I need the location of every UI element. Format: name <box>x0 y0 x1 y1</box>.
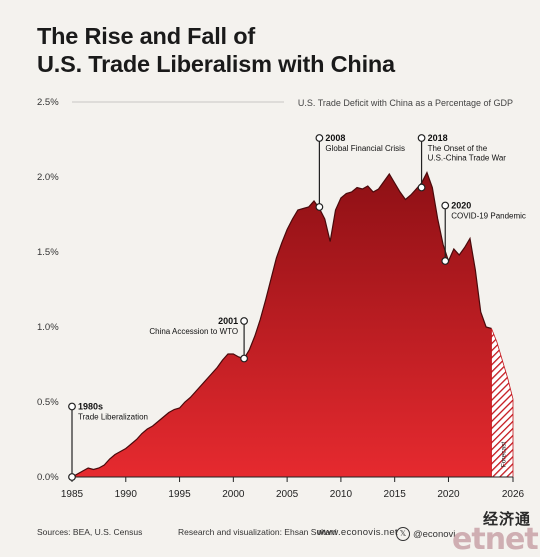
footer-sources: Sources: BEA, U.S. Census <box>37 527 143 537</box>
annotation-year: 2001 <box>218 316 238 326</box>
annotation-text: U.S.-China Trade War <box>428 154 507 163</box>
annotation-year: 1980s <box>78 402 103 412</box>
y-tick-label: 2.5% <box>37 97 59 108</box>
x-tick-label: 2005 <box>276 489 299 500</box>
annotation-marker <box>441 201 450 210</box>
x-tick-label: 1990 <box>115 489 138 500</box>
annotation-text: Global Financial Crisis <box>325 144 405 153</box>
annotation-point <box>417 183 426 192</box>
y-tick-label: 1.5% <box>37 247 59 258</box>
annotation-year: 2008 <box>325 133 345 143</box>
x-tick-label: 1995 <box>168 489 191 500</box>
watermark-logo: etnet <box>452 522 539 557</box>
annotation-text: Trade Liberalization <box>78 413 148 422</box>
y-tick-label: 0.5% <box>37 397 59 408</box>
annotation-marker <box>240 317 248 325</box>
chart-subtitle: U.S. Trade Deficit with China as a Perce… <box>298 98 513 108</box>
y-tick-label: 0.0% <box>37 472 59 483</box>
chart-title: The Rise and Fall of U.S. Trade Liberali… <box>37 22 395 78</box>
footer-website-link[interactable]: www.econovis.net <box>317 527 398 538</box>
footer-social-handle[interactable]: 𝕏 @econovi <box>396 527 455 541</box>
annotation-year: 2018 <box>428 133 448 143</box>
annotation-text: The Onset of the <box>428 144 488 153</box>
x-tick-label: 1985 <box>61 489 84 500</box>
annotation-point <box>68 473 76 481</box>
x-logo-icon: 𝕏 <box>396 527 410 541</box>
annotation-point <box>441 257 450 265</box>
social-handle-text: @econovi <box>413 528 456 540</box>
area-series <box>72 172 492 477</box>
annotation-point <box>315 203 324 211</box>
x-tick-label: 2015 <box>384 489 407 500</box>
forecast-label: Forecast <box>500 442 507 467</box>
footer-credit: Research and visualization: Ehsan Soltan… <box>178 527 337 537</box>
annotation-year: 2020 <box>451 201 471 211</box>
annotation-text: China Accession to WTO <box>149 327 238 336</box>
y-tick-label: 1.0% <box>37 322 59 333</box>
annotation-marker <box>315 134 324 142</box>
y-tick-label: 2.0% <box>37 172 59 183</box>
annotation-text: COVID-19 Pandemic <box>451 212 526 221</box>
annotation-marker <box>417 134 426 142</box>
x-tick-label: 2026 <box>502 489 525 500</box>
x-tick-label: 2010 <box>330 489 353 500</box>
annotation-marker <box>68 402 76 411</box>
x-tick-label: 2000 <box>222 489 245 500</box>
watermark-chinese: 经济通 <box>483 511 532 528</box>
annotation-point <box>240 354 248 363</box>
x-tick-label: 2020 <box>437 489 460 500</box>
title-line-2: U.S. Trade Liberalism with China <box>37 51 395 77</box>
forecast-area <box>491 328 514 478</box>
title-line-1: The Rise and Fall of <box>37 23 255 49</box>
